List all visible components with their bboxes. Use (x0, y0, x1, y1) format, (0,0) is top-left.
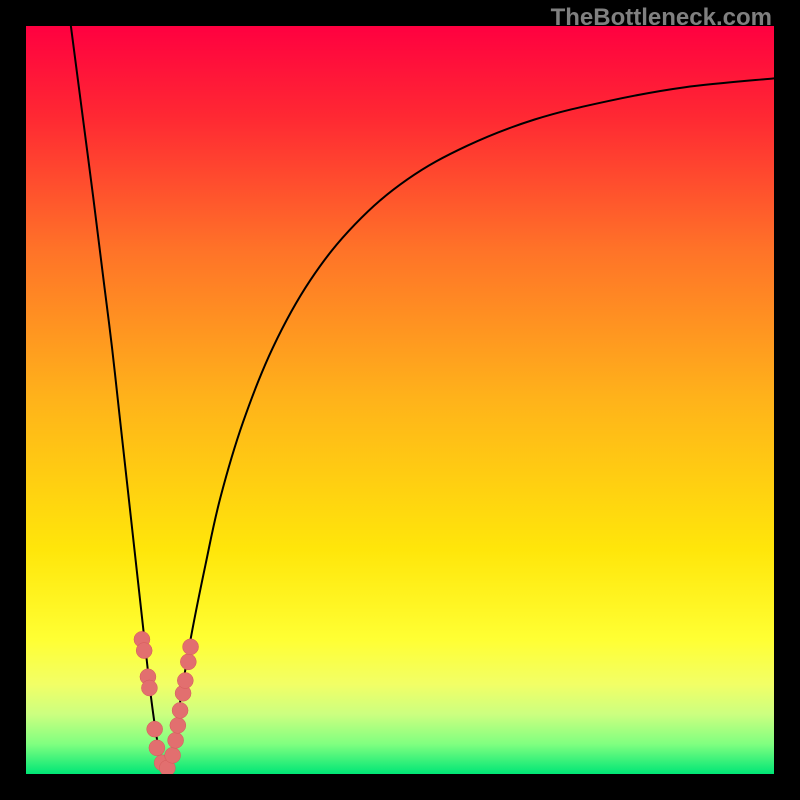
chart-frame: TheBottleneck.com (0, 0, 800, 800)
chart-plot-area (26, 26, 774, 774)
watermark-text: TheBottleneck.com (551, 4, 772, 32)
data-marker (149, 740, 165, 756)
data-marker (170, 717, 186, 733)
chart-svg (26, 26, 774, 774)
data-marker (141, 680, 157, 696)
curve-left-branch (71, 26, 165, 770)
data-marker (147, 721, 163, 737)
data-marker (172, 702, 188, 718)
data-marker (180, 654, 196, 670)
data-marker (136, 643, 152, 659)
data-marker (183, 639, 199, 655)
data-marker (168, 732, 184, 748)
data-marker (177, 673, 193, 689)
curve-right-branch (164, 78, 774, 770)
data-marker (165, 747, 181, 763)
